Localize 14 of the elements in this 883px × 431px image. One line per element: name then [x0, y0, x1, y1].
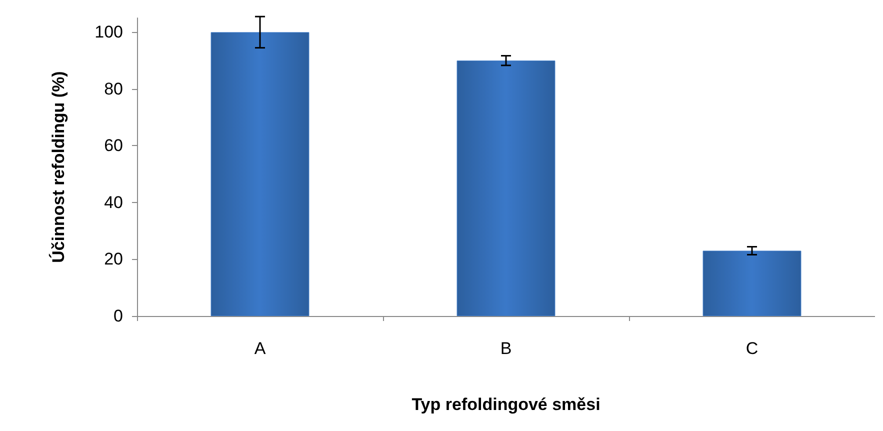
y-tick-label: 40	[104, 192, 123, 212]
x-tick-label: C	[746, 339, 758, 358]
bar	[210, 32, 310, 316]
x-axis-title: Typ refoldingové směsi	[412, 395, 600, 414]
y-tick-label: 60	[104, 136, 123, 156]
x-tick-label: B	[500, 339, 512, 358]
y-tick-label: 80	[104, 79, 123, 98]
y-tick-label: 0	[114, 306, 123, 326]
x-tick-label: A	[254, 339, 266, 358]
bar	[702, 250, 802, 316]
y-tick-label: 100	[94, 22, 123, 42]
bar	[456, 60, 556, 316]
y-tick-label: 20	[104, 250, 123, 269]
y-axis-title: Účinnost refoldingu (%)	[48, 71, 68, 263]
